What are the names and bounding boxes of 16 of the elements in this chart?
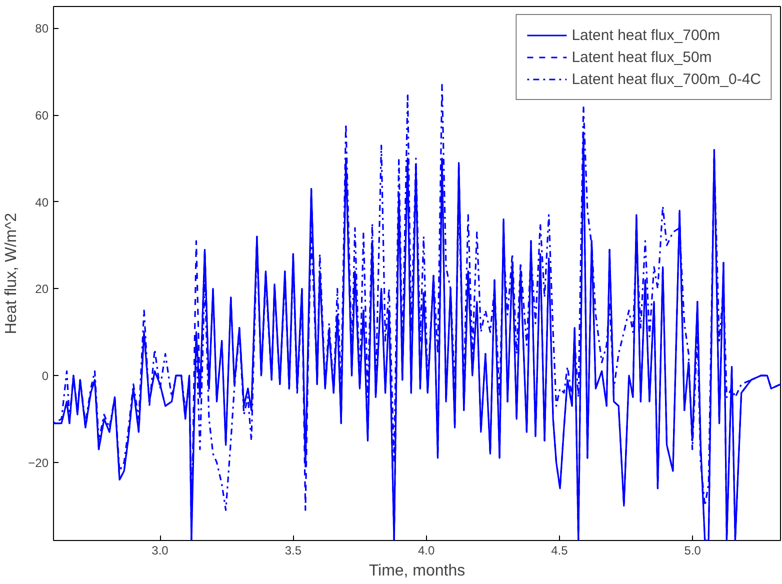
x-tick-label: 5.0: [684, 544, 702, 558]
x-axis-title: Time, months: [368, 562, 466, 580]
legend-label: Latent heat flux_50m: [572, 48, 712, 66]
x-tick-label: 3.5: [284, 544, 302, 558]
y-tick-label: 40: [35, 195, 49, 210]
y-tick-label: 0: [42, 369, 49, 384]
x-tick-label: 4.0: [418, 544, 435, 558]
legend-label: Latent heat flux_700m: [572, 26, 720, 44]
y-tick-label: 80: [35, 22, 49, 36]
y-tick-label: 20: [35, 282, 49, 296]
legend-label: Latent heat flux_700m_0-4C: [572, 70, 761, 88]
y-axis-title: Heat flux, W/m^2: [3, 212, 20, 334]
x-tick-label: 4.5: [551, 544, 568, 558]
x-tick-label: 3.0: [152, 544, 169, 558]
y-tick-label: −20: [28, 456, 49, 470]
y-tick-label: 60: [35, 108, 49, 123]
